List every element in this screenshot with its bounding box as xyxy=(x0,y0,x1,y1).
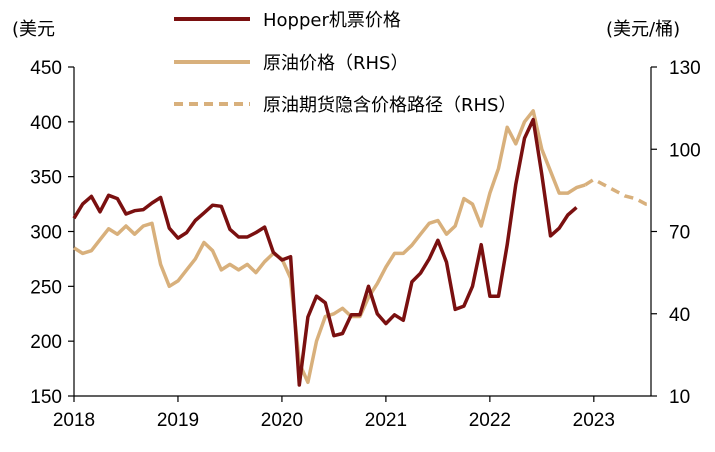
y-left-tick-label: 350 xyxy=(30,168,62,189)
tick-marks xyxy=(68,66,657,402)
crude-oil-futures-path-line xyxy=(584,177,651,206)
plot-frame xyxy=(73,67,652,397)
x-tick-label: 2019 xyxy=(157,410,199,431)
hopper-airfare-line xyxy=(72,117,578,387)
x-tick-label: 2021 xyxy=(365,410,407,431)
legend-label: Hopper机票价格 xyxy=(263,10,401,31)
right-axis-unit: (美元/桶) xyxy=(606,19,680,40)
y-right-tick-label: 40 xyxy=(669,305,690,326)
y-left-tick-label: 250 xyxy=(30,277,62,298)
legend-item-crude-oil-futures-path: 原油期货隐含价格路径（RHS） xyxy=(174,95,516,116)
x-tick-label: 2023 xyxy=(573,410,615,431)
legend-item-hopper-airfare: Hopper机票价格 xyxy=(174,10,401,31)
y-right-tick-label: 70 xyxy=(669,223,690,244)
y-right-tick-label: 10 xyxy=(669,387,690,408)
x-tick-label: 2020 xyxy=(261,410,303,431)
series-layer xyxy=(72,109,651,387)
y-right-tick-label: 100 xyxy=(669,140,701,161)
x-tick-labels: 2018 2019 2020 2021 2022 2023 xyxy=(53,410,615,431)
y-right-tick-label: 130 xyxy=(669,58,701,79)
left-axis-unit: (美元 xyxy=(12,19,55,40)
y-left-tick-label: 300 xyxy=(30,223,62,244)
x-tick-label: 2022 xyxy=(469,410,511,431)
legend-label: 原油价格（RHS） xyxy=(263,53,408,74)
y-left-tick-label: 450 xyxy=(30,58,62,79)
y-left-tick-label: 400 xyxy=(30,113,62,134)
legend-label: 原油期货隐含价格路径（RHS） xyxy=(263,95,516,116)
y-left-tick-label: 150 xyxy=(30,387,62,408)
y-left-tick-label: 200 xyxy=(30,332,62,353)
legend-item-crude-oil-price: 原油价格（RHS） xyxy=(174,53,408,74)
y-left-tick-labels: 450 400 350 300 250 200 150 xyxy=(30,58,62,408)
y-right-tick-labels: 130 100 70 40 10 xyxy=(669,58,701,408)
x-tick-label: 2018 xyxy=(53,410,95,431)
